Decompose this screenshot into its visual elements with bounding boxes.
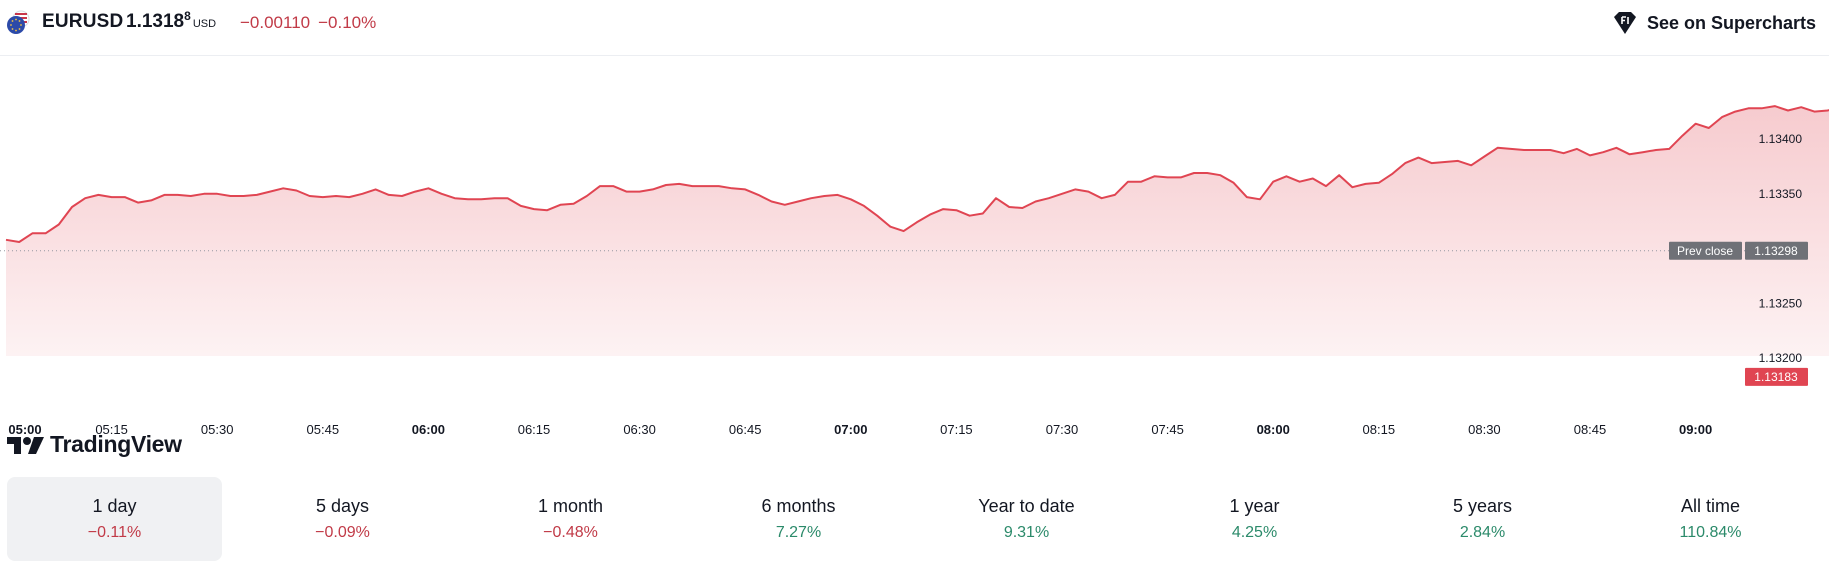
range-label: 1 month [537, 496, 604, 516]
range-tab[interactable]: 1 year 4.25% [1147, 477, 1362, 561]
range-change-value: −0.11% [87, 524, 142, 541]
price-main: 1.1318 [126, 11, 185, 32]
symbol-name[interactable]: EURUSD [42, 11, 124, 32]
y-axis-tick-label: 1.13200 [1759, 351, 1803, 365]
range-change-value: 9.31% [1003, 524, 1050, 541]
range-label: 5 years [1452, 496, 1513, 516]
range-label: 1 day [92, 496, 137, 516]
price-area-fill [6, 106, 1829, 356]
x-axis-tick-label: 07:15 [940, 422, 973, 437]
x-axis-tick-label: 08:30 [1468, 422, 1501, 437]
range-tab[interactable]: 5 years 2.84% [1375, 477, 1590, 561]
last-price-label-bg [1745, 367, 1808, 386]
x-axis-tick-label: 06:15 [518, 422, 551, 437]
tradingview-logo-text: TradingView [50, 431, 182, 457]
period-range-selector: 1 day −0.11% 5 days −0.09% 1 month −0.48% 6 mo… [7, 477, 1823, 561]
range-change-value: 7.27% [775, 524, 822, 541]
y-axis-tick-label: 1.13400 [1759, 132, 1803, 146]
x-axis-tick-label: 06:00 [412, 422, 445, 437]
price-change: −0.00110 −0.10% [240, 13, 376, 33]
price-currency: USD [192, 18, 217, 30]
change-percent: −0.10% [318, 13, 377, 32]
range-tab[interactable]: 5 days −0.09% [235, 477, 450, 561]
range-label: Year to date [978, 496, 1075, 516]
prev-close-label-bg [1669, 241, 1742, 260]
range-label: All time [1680, 496, 1740, 516]
prev-close-value-bg [1745, 241, 1808, 260]
x-axis-tick-label: 08:45 [1574, 422, 1607, 437]
change-absolute: −0.00110 [240, 13, 311, 32]
x-axis-tick-label: 07:00 [834, 422, 867, 437]
range-change-value: 4.25% [1231, 524, 1278, 541]
range-tab[interactable]: 1 day −0.11% [7, 477, 222, 561]
x-axis-tick-label: 08:00 [1257, 422, 1290, 437]
x-axis-tick-label: 05:00 [8, 422, 41, 437]
x-axis-tick-label: 06:45 [729, 422, 762, 437]
chart-canvas[interactable]: 1.13400 1.13350 1.13250 1.13200 Prev close 1.… [0, 56, 1829, 456]
range-tab[interactable]: 1 month −0.48% [463, 477, 678, 561]
y-axis-tick-label: 1.13250 [1759, 296, 1803, 310]
y-axis-tick-label: 1.13350 [1759, 187, 1803, 201]
price-chart[interactable]: 1.13400 1.13350 1.13250 1.13200 Prev close 1.… [0, 56, 1829, 458]
tradingview-logo[interactable]: TradingView [7, 431, 182, 458]
x-axis-tick-label: 08:15 [1363, 422, 1396, 437]
x-axis-tick-label: 05:30 [201, 422, 234, 437]
x-axis-tick-label: 09:00 [1679, 422, 1712, 437]
tradingview-logo-icon [7, 436, 44, 454]
prev-close-value: 1.13298 [1754, 244, 1798, 258]
price-line[interactable] [5, 105, 1829, 413]
see-on-supercharts-button[interactable]: See on Supercharts [1611, 8, 1816, 38]
range-label: 6 months [761, 496, 836, 516]
price-pip-digit: 8 [184, 9, 191, 23]
x-axis-tick-label: 06:30 [623, 422, 656, 437]
x-axis-tick-label: 05:45 [307, 422, 340, 437]
range-change-value: 2.84% [1459, 524, 1506, 541]
supercharts-label: See on Supercharts [1646, 12, 1816, 33]
range-tab[interactable]: 6 months 7.27% [691, 477, 906, 561]
range-tab[interactable]: All time 110.84% [1603, 477, 1818, 561]
x-axis-tick-label: 07:45 [1151, 422, 1184, 437]
prev-close-label: Prev close [1677, 244, 1733, 258]
x-axis-tick-label: 05:15 [95, 422, 128, 437]
range-change-value: −0.48% [543, 524, 598, 541]
range-tab[interactable]: Year to date 9.31% [919, 477, 1134, 561]
range-change-value: 110.84% [1679, 524, 1742, 541]
range-label: 1 year [1229, 496, 1280, 516]
range-change-value: −0.09% [315, 524, 370, 541]
supercharts-gem-icon [1613, 12, 1636, 34]
eu-us-flag-icon [7, 10, 30, 34]
x-axis-tick-label: 07:30 [1046, 422, 1079, 437]
range-label: 5 days [315, 496, 370, 516]
last-price: 1.13188USD [126, 9, 217, 33]
last-price-label: 1.13183 [1754, 370, 1798, 384]
symbol-header: EURUSD 1.13188USD −0.00110 −0.10% See on … [0, 0, 1829, 56]
